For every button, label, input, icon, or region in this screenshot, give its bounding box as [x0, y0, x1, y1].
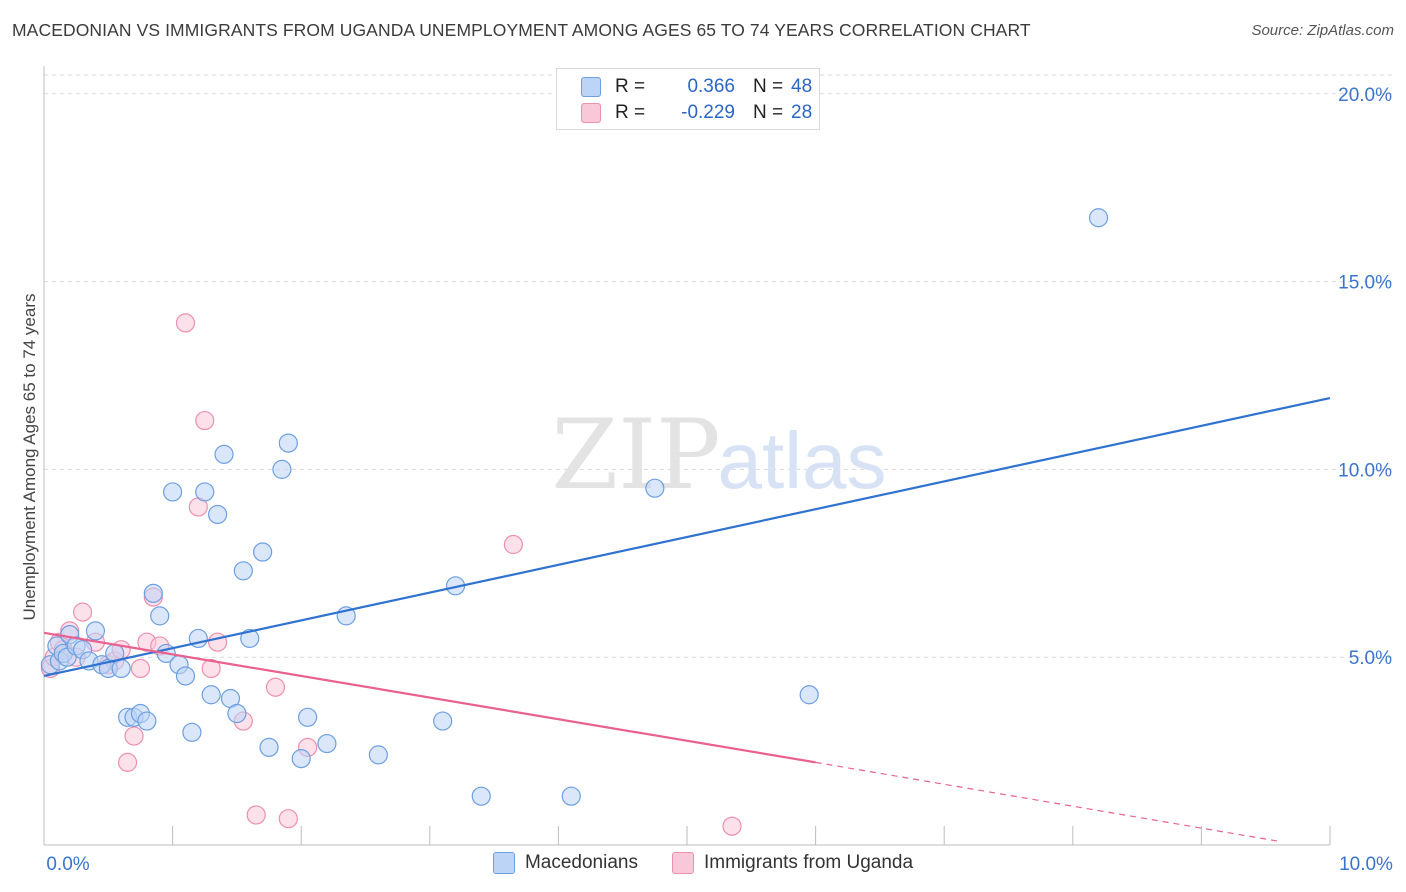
macedonian-point — [195, 482, 215, 502]
macedonian-point — [561, 786, 581, 806]
n-value: 28 — [791, 102, 813, 123]
trend-line-macedonians — [43, 396, 1331, 678]
macedonian-point — [272, 459, 292, 479]
macedonian-point — [143, 583, 163, 603]
n-label: N = — [753, 102, 784, 123]
macedonian-point — [182, 722, 202, 742]
macedonian-point — [433, 711, 453, 731]
macedonian-point — [85, 621, 106, 641]
source-label: Source: ZipAtlas.com — [1251, 22, 1394, 39]
macedonian-point — [259, 737, 279, 757]
uganda-point — [175, 313, 196, 333]
uganda-point — [265, 677, 286, 697]
macedonian-point — [278, 433, 298, 453]
x-tick-label: 10.0% — [1339, 854, 1393, 875]
trend-line-uganda — [43, 631, 816, 764]
uganda-point — [278, 809, 298, 829]
legend-swatch-blue — [492, 852, 515, 874]
macedonian-point — [233, 561, 253, 581]
legend-item-uganda[interactable]: Immigrants from Uganda — [671, 852, 914, 874]
macedonian-point — [1088, 208, 1109, 228]
legend-label: Macedonians — [524, 852, 638, 873]
legend-swatch-pink — [671, 852, 694, 874]
watermark-zip: ZIP — [551, 399, 720, 511]
macedonian-point — [111, 658, 131, 679]
r-value: -0.229 — [681, 102, 735, 123]
macedonian-point — [214, 444, 234, 464]
uganda-point — [246, 805, 266, 825]
trend-lines — [43, 396, 1331, 842]
watermark-atlas: atlas — [718, 416, 887, 505]
uganda-point — [124, 726, 144, 746]
tick-labels: 5.0% 10.0% 15.0% 20.0% 0.0% 10.0% — [46, 85, 1393, 875]
legend-item-macedonians[interactable]: Macedonians — [492, 852, 638, 874]
uganda-point — [117, 752, 138, 772]
legend-label: Immigrants from Uganda — [703, 852, 914, 873]
macedonian-point — [291, 749, 311, 769]
stats-legend: R = 0.366 N = 48 R = -0.229 N = 28 — [556, 68, 820, 130]
y-tick-label: 20.0% — [1338, 85, 1392, 106]
series-macedonians-points — [40, 208, 1109, 806]
macedonian-point — [175, 666, 196, 686]
r-label: R = — [615, 102, 646, 123]
n-label: N = — [753, 76, 784, 97]
bottom-legend: Macedonians Immigrants from Uganda — [0, 852, 1406, 874]
macedonian-point — [645, 478, 665, 498]
stats-swatch-blue — [581, 77, 601, 97]
x-tick-label: 0.0% — [46, 854, 89, 875]
macedonian-point — [298, 707, 318, 727]
axes — [43, 66, 1331, 846]
uganda-point — [195, 410, 215, 431]
series-uganda-points — [40, 313, 742, 836]
macedonian-point — [208, 504, 228, 525]
uganda-point — [72, 602, 93, 622]
stats-swatch-pink — [581, 103, 601, 123]
chart-title: MACEDONIAN VS IMMIGRANTS FROM UGANDA UNE… — [12, 20, 1031, 40]
r-label: R = — [615, 76, 646, 97]
macedonian-point — [150, 606, 170, 626]
uganda-point — [503, 534, 523, 555]
uganda-point — [130, 658, 151, 679]
stats-row-uganda: R = -0.229 N = 28 — [581, 101, 812, 125]
uganda-point — [201, 658, 221, 679]
n-value: 48 — [791, 76, 813, 97]
macedonian-point — [201, 685, 221, 705]
macedonian-point — [163, 482, 183, 502]
macedonian-point — [227, 703, 247, 724]
y-tick-label: 10.0% — [1338, 460, 1392, 481]
macedonian-point — [240, 628, 260, 649]
macedonian-point — [137, 711, 157, 731]
macedonian-point — [253, 542, 273, 562]
y-tick-label: 15.0% — [1338, 273, 1392, 294]
macedonian-point — [317, 733, 337, 754]
r-value: 0.366 — [687, 76, 735, 97]
uganda-point — [722, 816, 742, 836]
macedonian-point — [368, 745, 388, 765]
trend-line-uganda-extension — [815, 761, 1279, 842]
y-tick-label: 5.0% — [1349, 648, 1392, 669]
uganda-point — [208, 632, 228, 652]
macedonian-point — [799, 685, 819, 705]
macedonian-point — [471, 786, 491, 806]
stats-row-macedonians: R = 0.366 N = 48 — [581, 75, 812, 99]
